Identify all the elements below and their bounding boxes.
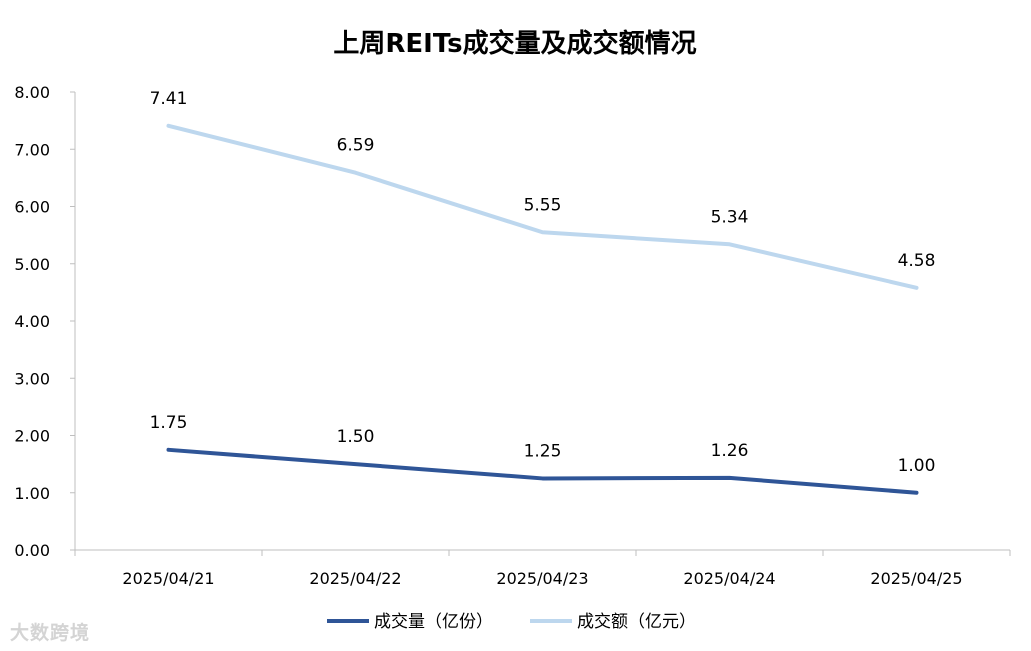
data-point bbox=[916, 492, 917, 494]
x-tick-label: 2025/04/21 bbox=[122, 569, 214, 588]
series-layer: 1.75 1.50 1.25 1.26 1.00 7.41 6.59 5.55 5.34 4.58 bbox=[150, 89, 936, 495]
y-tick-label: 6.00 bbox=[14, 198, 50, 217]
chart-title: 上周REITs成交量及成交额情况 bbox=[333, 28, 696, 59]
data-point bbox=[168, 449, 169, 451]
data-label: 1.00 bbox=[898, 456, 936, 476]
data-label: 5.55 bbox=[524, 195, 562, 215]
axes: 0.00 1.00 2.00 3.00 4.00 5.00 6.00 7.00 8.00 2025… bbox=[14, 83, 1011, 588]
y-tick-label: 3.00 bbox=[14, 369, 50, 388]
y-tick-label: 1.00 bbox=[14, 484, 50, 503]
watermark: 大数跨境 bbox=[10, 622, 91, 644]
y-tick-label: 5.00 bbox=[14, 255, 50, 274]
data-label: 7.41 bbox=[150, 89, 188, 109]
data-point bbox=[168, 125, 169, 127]
data-label: 1.75 bbox=[150, 413, 188, 433]
data-label: 6.59 bbox=[337, 136, 375, 156]
data-point bbox=[729, 243, 730, 245]
x-tick-label: 2025/04/24 bbox=[683, 569, 775, 588]
data-point bbox=[355, 172, 356, 174]
legend-label: 成交量（亿份） bbox=[374, 612, 493, 632]
data-label: 5.34 bbox=[711, 207, 749, 227]
y-tick-label: 2.00 bbox=[14, 427, 50, 446]
data-point bbox=[542, 231, 543, 233]
data-label: 1.50 bbox=[337, 427, 375, 447]
data-label: 1.25 bbox=[524, 441, 562, 461]
x-tick-label: 2025/04/25 bbox=[870, 569, 962, 588]
data-label: 4.58 bbox=[898, 251, 936, 271]
data-point bbox=[355, 463, 356, 465]
legend: 成交量（亿份） 成交额（亿元） bbox=[327, 612, 696, 632]
legend-label: 成交额（亿元） bbox=[577, 612, 696, 632]
y-tick-label: 8.00 bbox=[14, 83, 50, 102]
y-tick-label: 4.00 bbox=[14, 312, 50, 331]
y-tick-label: 7.00 bbox=[14, 140, 50, 159]
data-point bbox=[542, 477, 543, 479]
data-label: 1.26 bbox=[711, 441, 749, 461]
x-tick-label: 2025/04/22 bbox=[309, 569, 401, 588]
data-point bbox=[729, 477, 730, 479]
x-tick-label: 2025/04/23 bbox=[496, 569, 588, 588]
data-point bbox=[916, 287, 917, 289]
y-tick-label: 0.00 bbox=[14, 541, 50, 560]
